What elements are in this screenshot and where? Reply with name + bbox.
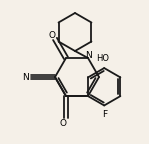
Text: F: F bbox=[102, 110, 107, 120]
Text: N: N bbox=[86, 52, 92, 60]
Text: O: O bbox=[59, 119, 66, 128]
Text: O: O bbox=[49, 31, 55, 40]
Text: HO: HO bbox=[96, 54, 109, 63]
Text: N: N bbox=[22, 73, 29, 82]
